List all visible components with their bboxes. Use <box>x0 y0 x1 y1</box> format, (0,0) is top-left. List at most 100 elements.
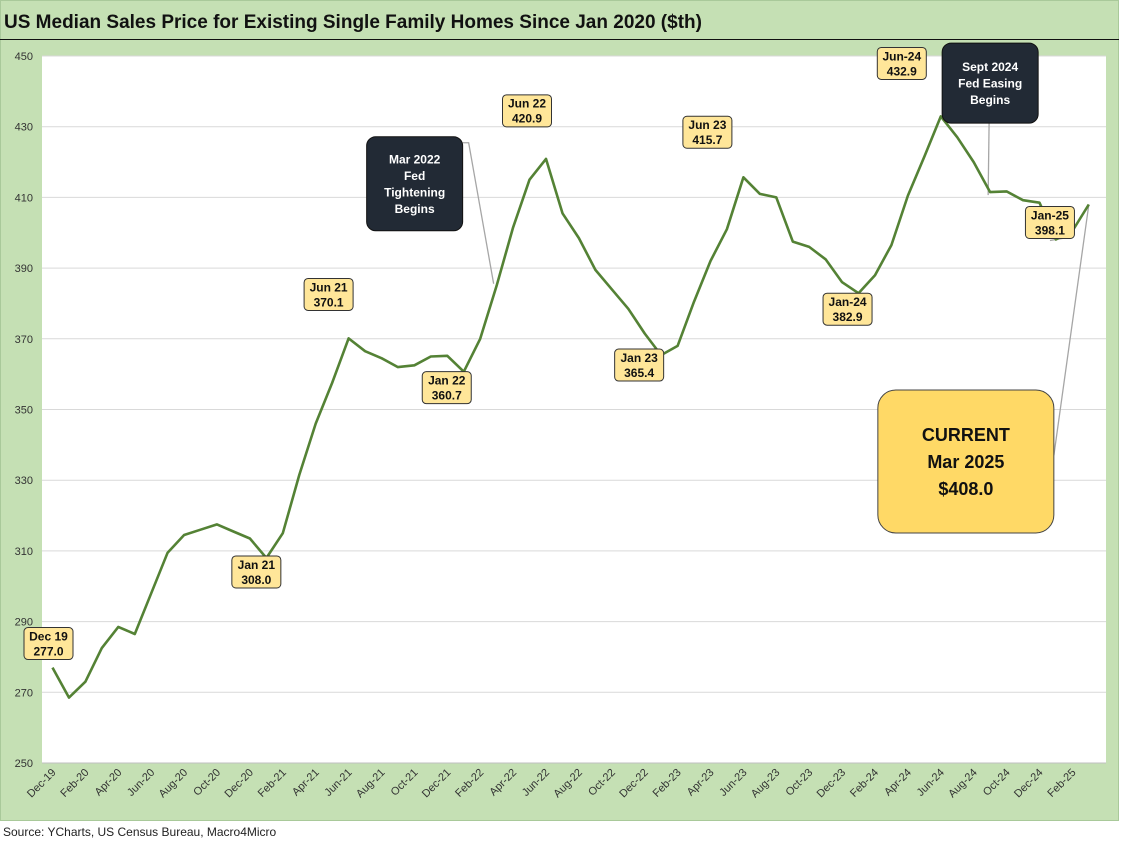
callout-box <box>941 42 1039 124</box>
callout-text: Fed Easing <box>958 76 1022 90</box>
current-value-callout: CURRENT Mar 2025 $408.0 <box>877 389 1055 534</box>
callout-box <box>502 94 552 128</box>
x-tick-label: Oct-23 <box>783 767 815 799</box>
chart-title: US Median Sales Price for Existing Singl… <box>4 12 702 33</box>
callout-text: 382.9 <box>833 310 863 324</box>
callout-text: Sept 2024 <box>962 60 1018 74</box>
callout-text: Jun-24 <box>882 49 921 63</box>
callout-text: Jan 23 <box>620 351 658 365</box>
y-tick-label: 310 <box>15 546 33 558</box>
x-tick-label: Oct-21 <box>389 767 421 799</box>
y-tick-label: 270 <box>15 687 33 699</box>
x-tick-label: Feb-20 <box>58 767 91 800</box>
x-tick-label: Oct-24 <box>981 767 1013 799</box>
callout-text: 370.1 <box>314 295 344 309</box>
x-tick-label: Aug-23 <box>749 767 783 801</box>
callout-text: 398.1 <box>1035 223 1065 237</box>
leader-line <box>1053 204 1090 456</box>
y-axis-ticks: 250 270 290 310 330 350 370 390 410 430 450 <box>15 51 33 770</box>
x-tick-label: Aug-22 <box>551 767 585 801</box>
x-tick-label: Jun-24 <box>915 767 947 799</box>
title-divider <box>0 39 1119 40</box>
y-tick-label: 330 <box>15 475 33 487</box>
x-tick-label: Apr-23 <box>685 767 717 799</box>
y-tick-label: 370 <box>15 334 33 346</box>
callout-text: Mar 2022 <box>389 152 441 166</box>
gridlines <box>42 55 1106 764</box>
x-tick-label: Jun-23 <box>717 767 749 799</box>
x-tick-label: Feb-24 <box>848 767 881 800</box>
callout-box <box>682 115 733 149</box>
y-tick-label: 410 <box>15 192 33 204</box>
y-tick-label: 250 <box>15 758 33 770</box>
callout-box <box>23 627 74 661</box>
callout-text: Fed <box>404 169 425 183</box>
event-annotation: Sept 2024 Fed Easing Begins <box>941 42 1039 124</box>
x-tick-label: Feb-25 <box>1045 767 1078 800</box>
callout-text: Dec 19 <box>29 629 68 643</box>
callout-box <box>231 555 282 589</box>
x-tick-label: Dec-19 <box>25 767 59 801</box>
price-series-line <box>51 115 1090 699</box>
callout-text: Jun 23 <box>688 118 726 132</box>
callout-text: 360.7 <box>432 388 462 402</box>
callout-box <box>614 348 665 382</box>
x-tick-label: Jun-20 <box>125 767 157 799</box>
callout-text: Begins <box>395 202 435 216</box>
callout-text: Tightening <box>384 185 445 199</box>
callout-box <box>421 371 472 405</box>
x-tick-label: Jun-22 <box>520 767 552 799</box>
x-tick-label: Dec-20 <box>222 767 256 801</box>
y-tick-label: 350 <box>15 405 33 417</box>
x-tick-label: Dec-21 <box>420 767 454 801</box>
callout-box <box>366 136 464 232</box>
callout-text: Jan-24 <box>829 295 867 309</box>
callout-text: Jun 22 <box>508 97 546 111</box>
x-tick-label: Dec-23 <box>815 767 849 801</box>
x-tick-label: Aug-24 <box>946 767 980 801</box>
callout-box <box>876 46 927 80</box>
callout-text: Jun 21 <box>310 280 348 294</box>
x-tick-label: Feb-23 <box>651 767 684 800</box>
callout-box <box>822 292 873 326</box>
callout-text: Begins <box>970 93 1010 107</box>
x-tick-label: Dec-24 <box>1012 767 1046 801</box>
callout-text: 432.9 <box>887 64 917 78</box>
x-tick-label: Feb-22 <box>453 767 486 800</box>
y-tick-label: 450 <box>15 51 33 63</box>
y-tick-label: 430 <box>15 122 33 134</box>
x-tick-label: Oct-20 <box>191 767 223 799</box>
callout-text: 420.9 <box>512 112 542 126</box>
x-tick-label: Apr-20 <box>93 767 125 799</box>
y-tick-label: 390 <box>15 263 33 275</box>
callout-text: 308.0 <box>241 573 271 587</box>
x-tick-label: Apr-24 <box>882 767 914 799</box>
callout-text: Jan 21 <box>238 558 276 572</box>
x-tick-label: Apr-22 <box>487 767 519 799</box>
x-tick-label: Apr-21 <box>290 767 322 799</box>
x-tick-label: Jun-21 <box>322 767 354 799</box>
callout-box <box>877 389 1055 534</box>
callout-text: 365.4 <box>624 366 654 380</box>
x-axis-ticks: Dec-19 Feb-20 Apr-20 Jun-20 Aug-20 Oct-20 Dec-… <box>25 767 1078 801</box>
x-tick-label: Feb-21 <box>256 767 289 800</box>
callout-text: Jan 22 <box>428 373 466 387</box>
x-tick-label: Aug-21 <box>354 767 388 801</box>
x-tick-label: Oct-22 <box>586 767 618 799</box>
callout-text: $408.0 <box>938 479 993 499</box>
leader-line <box>462 142 495 284</box>
y-tick-label: 290 <box>15 617 33 629</box>
callout-text: CURRENT <box>922 425 1010 445</box>
x-tick-label: Dec-22 <box>617 767 651 801</box>
